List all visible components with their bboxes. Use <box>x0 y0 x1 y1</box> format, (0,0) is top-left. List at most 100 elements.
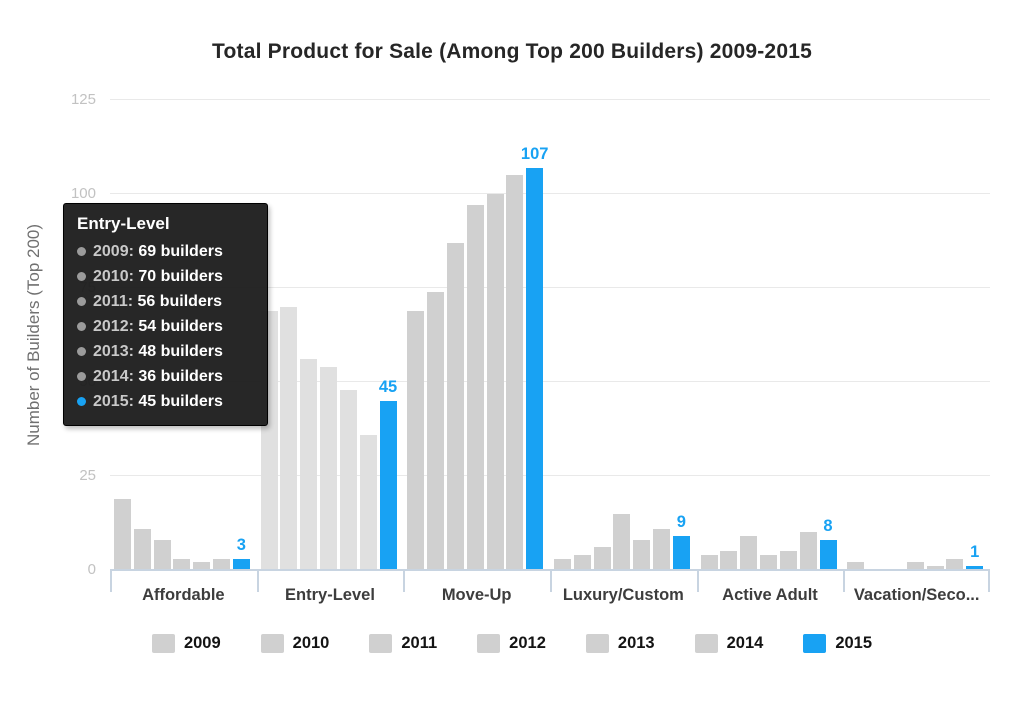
y-axis-title: Number of Builders (Top 200) <box>24 223 43 447</box>
bar-2014-Active Adult[interactable] <box>799 532 817 570</box>
legend: 2009 2010 2011 2012 2013 2014 2015 <box>0 634 1024 653</box>
series-bullet-icon <box>77 322 86 331</box>
tooltip-value: 54 builders <box>138 318 223 335</box>
tooltip-value: 69 builders <box>138 243 223 260</box>
bar-2011-Affordable[interactable] <box>153 539 171 570</box>
x-axis-category-label: Entry-Level <box>285 586 375 604</box>
bar-2013-Entry-Level[interactable] <box>339 389 357 570</box>
tooltip-year: 2011: <box>93 293 138 310</box>
x-axis-tick <box>843 570 846 592</box>
x-axis-tick <box>550 570 552 592</box>
bar-2013-Vacation/Seco...[interactable] <box>926 566 944 570</box>
legend-swatch-icon <box>151 634 175 653</box>
tooltip-year: 2010: <box>93 268 139 285</box>
series-bullet-icon <box>77 397 86 406</box>
bar-2012-Luxury/Custom[interactable] <box>613 513 631 570</box>
x-axis-category-label: Active Adult <box>722 586 818 604</box>
tooltip-year: 2012: <box>93 318 139 335</box>
legend-item-2010[interactable]: 2010 <box>260 634 329 653</box>
legend-swatch-icon <box>803 634 827 653</box>
gridline <box>110 287 990 288</box>
bar-2012-Affordable[interactable] <box>173 558 191 570</box>
gridline <box>110 99 990 100</box>
bar-2011-Luxury/Custom[interactable] <box>593 547 611 570</box>
x-axis-category-label: Luxury/Custom <box>562 586 684 604</box>
legend-label: 2012 <box>509 634 546 652</box>
x-axis-tick <box>256 570 259 592</box>
bar-2011-Active Adult[interactable] <box>740 536 758 570</box>
bar-2011-Move-Up[interactable] <box>446 242 464 570</box>
chart-title: Total Product for Sale (Among Top 200 Bu… <box>212 40 812 63</box>
bar-2013-Active Adult[interactable] <box>779 551 797 570</box>
legend-item-2015[interactable]: 2015 <box>803 634 872 653</box>
tooltip: Entry-Level 2009: 69 builders 2010: 70 bu… <box>63 203 268 426</box>
x-axis-category-label: Move-Up <box>441 586 512 604</box>
legend-item-2012[interactable]: 2012 <box>477 634 546 653</box>
series-bullet-icon <box>77 347 86 356</box>
legend-swatch-icon <box>694 634 718 653</box>
y-axis-tick-label: 100 <box>70 185 96 202</box>
y-axis-tick-label: 125 <box>70 91 96 108</box>
bar-2015-Move-Up[interactable] <box>526 167 544 570</box>
tooltip-value: 36 builders <box>138 368 223 385</box>
legend-item-2011[interactable]: 2011 <box>369 634 437 653</box>
plot-area: 3 45 107 9 8 1 Affordable Entry-Level Move-Up Lux… <box>110 99 990 604</box>
bar-2011-Entry-Level[interactable] <box>300 359 318 570</box>
bar-2012-Move-Up[interactable] <box>466 205 484 570</box>
bar-2009-Move-Up[interactable] <box>407 310 425 570</box>
bar-2015-Vacation/Seco...[interactable] <box>966 566 984 570</box>
bar-2010-Active Adult[interactable] <box>720 551 738 570</box>
series-bullet-icon <box>77 372 86 381</box>
bar-2010-Move-Up[interactable] <box>427 291 445 570</box>
x-axis-category-label: Affordable <box>142 586 225 604</box>
bar-value-label: 8 <box>823 516 833 535</box>
legend-item-2014[interactable]: 2014 <box>694 634 763 653</box>
bar-value-label: 107 <box>520 144 549 163</box>
tooltip-year: 2015: <box>93 393 139 410</box>
bar-2013-Move-Up[interactable] <box>486 194 504 570</box>
legend-label: 2013 <box>617 634 655 652</box>
bar-2009-Affordable[interactable] <box>114 498 131 570</box>
bar-2009-Luxury/Custom[interactable] <box>554 558 571 570</box>
bar-2010-Affordable[interactable] <box>133 528 151 570</box>
bar-value-label: 9 <box>676 513 686 532</box>
legend-label: 2009 <box>183 634 221 652</box>
bar-2012-Vacation/Seco...[interactable] <box>906 562 924 570</box>
legend-label: 2011 <box>401 634 438 652</box>
y-axis-tick-label: 25 <box>79 467 96 484</box>
bar-2014-Entry-Level[interactable] <box>359 434 377 570</box>
bar-2015-Entry-Level[interactable] <box>379 400 397 570</box>
x-axis-tick <box>110 570 112 592</box>
bar-2014-Luxury/Custom[interactable] <box>653 528 671 570</box>
tooltip-value: 48 builders <box>138 343 223 360</box>
bar-2013-Luxury/Custom[interactable] <box>633 539 651 570</box>
tooltip-row: 2012: 54 builders <box>77 314 255 339</box>
bar-2010-Entry-Level[interactable] <box>280 306 298 570</box>
bar-2012-Active Adult[interactable] <box>760 554 778 570</box>
tooltip-title: Entry-Level <box>77 214 170 233</box>
legend-item-2013[interactable]: 2013 <box>585 634 655 653</box>
bar-2014-Affordable[interactable] <box>213 558 231 570</box>
bar-2012-Entry-Level[interactable] <box>320 366 338 570</box>
tooltip-row: 2015: 45 builders <box>77 389 255 414</box>
gridline <box>110 193 990 194</box>
bar-2015-Affordable[interactable] <box>232 558 250 570</box>
tooltip-value: 56 builders <box>137 293 222 310</box>
bar-2010-Luxury/Custom[interactable] <box>573 554 591 570</box>
bar-2009-Vacation/Seco...[interactable] <box>847 562 865 570</box>
gridline <box>110 475 990 476</box>
bar-2015-Luxury/Custom[interactable] <box>672 536 690 570</box>
series-bullet-icon <box>77 247 86 256</box>
bar-value-label: 3 <box>236 535 246 554</box>
legend-item-2009[interactable]: 2009 <box>151 634 221 653</box>
tooltip-value: 45 builders <box>138 393 223 410</box>
legend-swatch-icon <box>477 634 501 653</box>
bar-2014-Move-Up[interactable] <box>506 175 524 570</box>
legend-swatch-icon <box>585 634 609 653</box>
bar-2015-Active Adult[interactable] <box>819 539 837 570</box>
bar-2013-Affordable[interactable] <box>193 562 211 570</box>
series-bullet-icon <box>77 297 86 306</box>
tooltip-row: 2013: 48 builders <box>77 339 255 364</box>
bar-2014-Vacation/Seco...[interactable] <box>946 558 964 570</box>
bar-2009-Active Adult[interactable] <box>700 554 718 570</box>
